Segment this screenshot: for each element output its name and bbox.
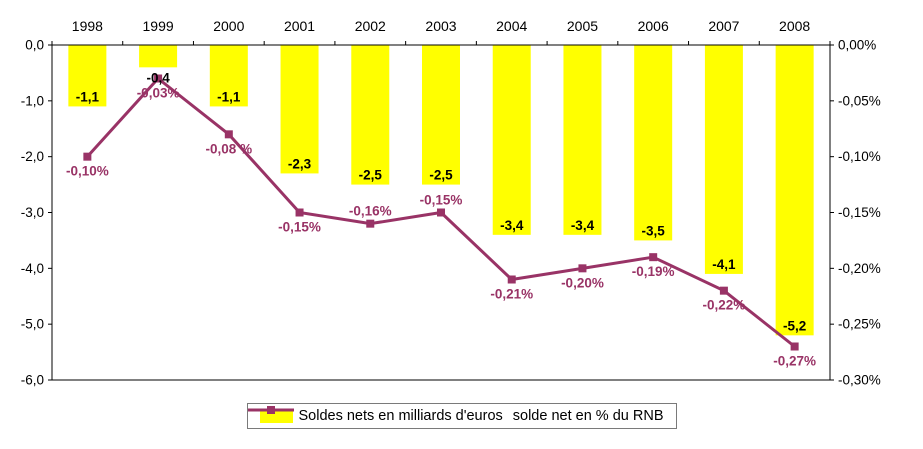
line-value-label: -0,22% bbox=[703, 298, 746, 313]
bar-2008 bbox=[775, 45, 814, 336]
year-label: 2007 bbox=[708, 18, 739, 34]
bar-2002 bbox=[351, 45, 390, 185]
line-marker-2008 bbox=[790, 342, 799, 351]
left-axis-tick-label: 0,0 bbox=[25, 38, 44, 53]
line-marker-2005 bbox=[578, 264, 587, 273]
line-marker-2003 bbox=[437, 208, 445, 217]
left-axis-tick-label: -5,0 bbox=[21, 317, 44, 332]
year-label: 1999 bbox=[143, 18, 174, 34]
right-axis-tick-label: -0,30% bbox=[838, 373, 881, 388]
line-marker-2006 bbox=[649, 253, 658, 262]
year-label: 1998 bbox=[72, 18, 103, 34]
bar-value-label: -1,1 bbox=[76, 89, 100, 104]
year-label: 2008 bbox=[779, 18, 810, 34]
legend-bar-label: Soldes nets en milliards d'euros bbox=[298, 408, 503, 424]
bar-value-label: -3,5 bbox=[642, 223, 666, 238]
right-axis-tick-label: 0,00% bbox=[838, 38, 876, 53]
legend-item-bars: Soldes nets en milliards d'euros bbox=[259, 408, 503, 424]
legend-line-label: solde net en % du RNB bbox=[512, 408, 664, 424]
bar-value-label: -5,2 bbox=[783, 318, 806, 333]
year-label: 2006 bbox=[638, 18, 669, 34]
bar-2001 bbox=[280, 45, 319, 174]
year-label: 2002 bbox=[355, 18, 386, 34]
bar-value-label: -4,1 bbox=[712, 257, 736, 272]
line-value-label: -0,27% bbox=[773, 354, 816, 369]
line-marker-1999 bbox=[154, 74, 163, 83]
line-marker-2001 bbox=[295, 208, 304, 217]
left-axis-tick-label: -4,0 bbox=[21, 261, 44, 276]
right-axis-tick-label: -0,25% bbox=[838, 317, 881, 332]
right-axis-tick-label: -0,20% bbox=[838, 261, 881, 276]
legend-line-swatch bbox=[247, 406, 294, 414]
legend-item-line: solde net en % du RNB bbox=[247, 406, 664, 424]
line-value-label: -0,10% bbox=[66, 164, 109, 179]
year-label: 2000 bbox=[213, 18, 244, 34]
line-value-label: -0,16% bbox=[349, 204, 392, 219]
bar-2004 bbox=[492, 45, 531, 235]
year-label: 2004 bbox=[496, 18, 527, 34]
bar-2000 bbox=[209, 45, 248, 107]
bar-value-label: -2,5 bbox=[429, 168, 453, 183]
left-axis-tick-label: -3,0 bbox=[21, 205, 44, 220]
bar-1999 bbox=[139, 45, 178, 68]
line-value-label: -0,03% bbox=[137, 86, 180, 101]
line-marker-2004 bbox=[507, 275, 516, 284]
line-marker-1998 bbox=[83, 152, 92, 161]
bar-2007 bbox=[704, 45, 743, 274]
left-axis-tick-label: -2,0 bbox=[21, 149, 44, 164]
line-marker-2000 bbox=[224, 130, 233, 139]
line-value-label: -0,21% bbox=[490, 287, 533, 302]
year-label: 2005 bbox=[567, 18, 598, 34]
line-value-label: -0,08 % bbox=[206, 141, 253, 156]
bar-2003 bbox=[422, 45, 460, 185]
bar-value-label: -3,4 bbox=[571, 218, 595, 233]
bar-2006 bbox=[634, 45, 673, 241]
line-value-label: -0,15% bbox=[278, 220, 321, 235]
year-label: 2003 bbox=[425, 18, 456, 34]
bar-value-label: -0,4 bbox=[146, 70, 170, 85]
right-axis-tick-label: -0,15% bbox=[838, 205, 881, 220]
line-value-label: -0,20% bbox=[561, 275, 604, 290]
line-value-label: -0,15% bbox=[420, 193, 463, 208]
bar-value-label: -2,5 bbox=[359, 168, 383, 183]
right-axis-tick-label: -0,10% bbox=[838, 149, 881, 164]
line-value-label: -0,19% bbox=[632, 264, 675, 279]
chart-legend: Soldes nets en milliards d'euros solde n… bbox=[246, 403, 677, 429]
line-marker-2007 bbox=[719, 286, 728, 295]
line-marker-2002 bbox=[366, 219, 375, 228]
bar-value-label: -2,3 bbox=[288, 156, 312, 171]
bar-2005 bbox=[563, 45, 602, 235]
right-axis-tick-label: -0,05% bbox=[838, 93, 881, 108]
bar-value-label: -1,1 bbox=[217, 89, 241, 104]
left-axis-tick-label: -1,0 bbox=[21, 93, 44, 108]
left-axis-tick-label: -6,0 bbox=[21, 373, 44, 388]
year-label: 2001 bbox=[284, 18, 315, 34]
bar-1998 bbox=[68, 45, 107, 107]
bar-value-label: -3,4 bbox=[500, 218, 524, 233]
